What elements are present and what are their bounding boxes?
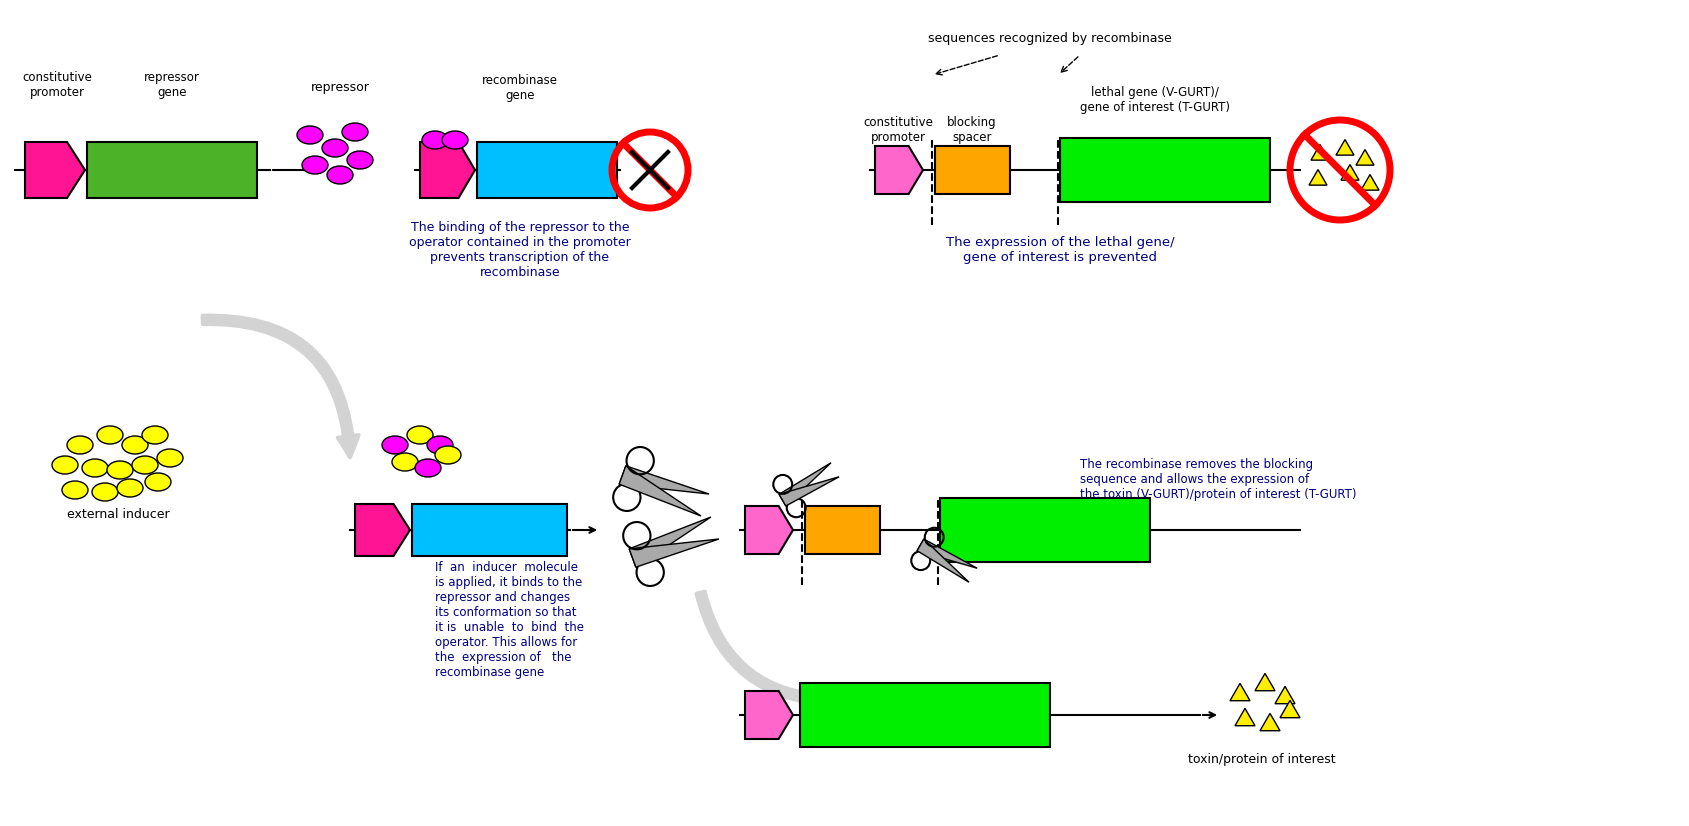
Bar bbox=[799, 683, 1049, 747]
Bar bbox=[804, 506, 880, 554]
Polygon shape bbox=[1274, 686, 1294, 704]
Polygon shape bbox=[1309, 169, 1326, 185]
Polygon shape bbox=[1355, 150, 1373, 165]
Polygon shape bbox=[25, 142, 84, 198]
Ellipse shape bbox=[96, 426, 123, 444]
FancyArrowPatch shape bbox=[696, 591, 836, 710]
Ellipse shape bbox=[106, 461, 133, 479]
Polygon shape bbox=[1260, 714, 1279, 731]
Polygon shape bbox=[618, 466, 701, 516]
Polygon shape bbox=[628, 539, 718, 567]
Text: The recombinase removes the blocking
sequence and allows the expression of
the t: The recombinase removes the blocking seq… bbox=[1079, 458, 1356, 501]
Text: repressor
gene: repressor gene bbox=[144, 71, 199, 99]
Ellipse shape bbox=[297, 126, 323, 144]
Polygon shape bbox=[1360, 174, 1378, 190]
Text: constitutive
promoter: constitutive promoter bbox=[863, 116, 932, 144]
Text: recombinase
gene: recombinase gene bbox=[481, 74, 557, 102]
Text: external inducer: external inducer bbox=[66, 509, 169, 521]
Ellipse shape bbox=[341, 123, 368, 141]
Polygon shape bbox=[779, 477, 839, 506]
Ellipse shape bbox=[346, 151, 373, 169]
Polygon shape bbox=[618, 466, 709, 494]
Ellipse shape bbox=[422, 131, 448, 149]
Ellipse shape bbox=[83, 459, 108, 477]
Polygon shape bbox=[917, 539, 968, 582]
Polygon shape bbox=[917, 539, 976, 568]
Bar bbox=[934, 146, 1010, 194]
Text: The expression of the lethal gene/
gene of interest is prevented: The expression of the lethal gene/ gene … bbox=[946, 236, 1174, 264]
Text: repressor: repressor bbox=[311, 82, 370, 94]
Bar bbox=[476, 142, 616, 198]
Ellipse shape bbox=[302, 156, 328, 174]
Polygon shape bbox=[1230, 683, 1250, 700]
Polygon shape bbox=[628, 517, 711, 567]
Text: blocking
spacer: blocking spacer bbox=[946, 116, 997, 144]
Ellipse shape bbox=[142, 426, 167, 444]
Polygon shape bbox=[1279, 700, 1299, 718]
Ellipse shape bbox=[62, 481, 88, 499]
Ellipse shape bbox=[443, 131, 468, 149]
Polygon shape bbox=[1339, 164, 1358, 180]
Ellipse shape bbox=[434, 446, 461, 464]
Polygon shape bbox=[1311, 145, 1328, 160]
Ellipse shape bbox=[427, 436, 453, 454]
Ellipse shape bbox=[52, 456, 78, 474]
Ellipse shape bbox=[382, 436, 407, 454]
Text: lethal gene (V-GURT)/
gene of interest (T-GURT): lethal gene (V-GURT)/ gene of interest (… bbox=[1079, 86, 1230, 114]
Ellipse shape bbox=[132, 456, 157, 474]
Polygon shape bbox=[745, 506, 792, 554]
Ellipse shape bbox=[91, 483, 118, 501]
Polygon shape bbox=[1336, 140, 1353, 155]
Text: toxin/protein of interest: toxin/protein of interest bbox=[1187, 753, 1334, 767]
Ellipse shape bbox=[323, 139, 348, 157]
Polygon shape bbox=[1235, 709, 1255, 726]
Polygon shape bbox=[875, 146, 922, 194]
Ellipse shape bbox=[326, 166, 353, 184]
Polygon shape bbox=[779, 463, 831, 506]
Bar bbox=[86, 142, 257, 198]
Polygon shape bbox=[421, 142, 475, 198]
Ellipse shape bbox=[122, 436, 149, 454]
Polygon shape bbox=[355, 504, 410, 556]
Ellipse shape bbox=[415, 459, 441, 477]
Polygon shape bbox=[745, 691, 792, 739]
Bar bbox=[1059, 138, 1268, 202]
Ellipse shape bbox=[117, 479, 144, 497]
Polygon shape bbox=[1255, 673, 1274, 691]
Ellipse shape bbox=[392, 453, 417, 471]
Ellipse shape bbox=[68, 436, 93, 454]
Ellipse shape bbox=[407, 426, 432, 444]
Bar bbox=[412, 504, 568, 556]
Text: sequences recognized by recombinase: sequences recognized by recombinase bbox=[927, 31, 1170, 45]
Text: The binding of the repressor to the
operator contained in the promoter
prevents : The binding of the repressor to the oper… bbox=[409, 221, 630, 279]
Ellipse shape bbox=[145, 473, 171, 491]
Text: constitutive
promoter: constitutive promoter bbox=[22, 71, 91, 99]
Text: If  an  inducer  molecule
is applied, it binds to the
repressor and changes
its : If an inducer molecule is applied, it bi… bbox=[434, 561, 584, 679]
Ellipse shape bbox=[157, 449, 182, 467]
FancyArrowPatch shape bbox=[203, 316, 358, 458]
Bar bbox=[939, 498, 1149, 562]
